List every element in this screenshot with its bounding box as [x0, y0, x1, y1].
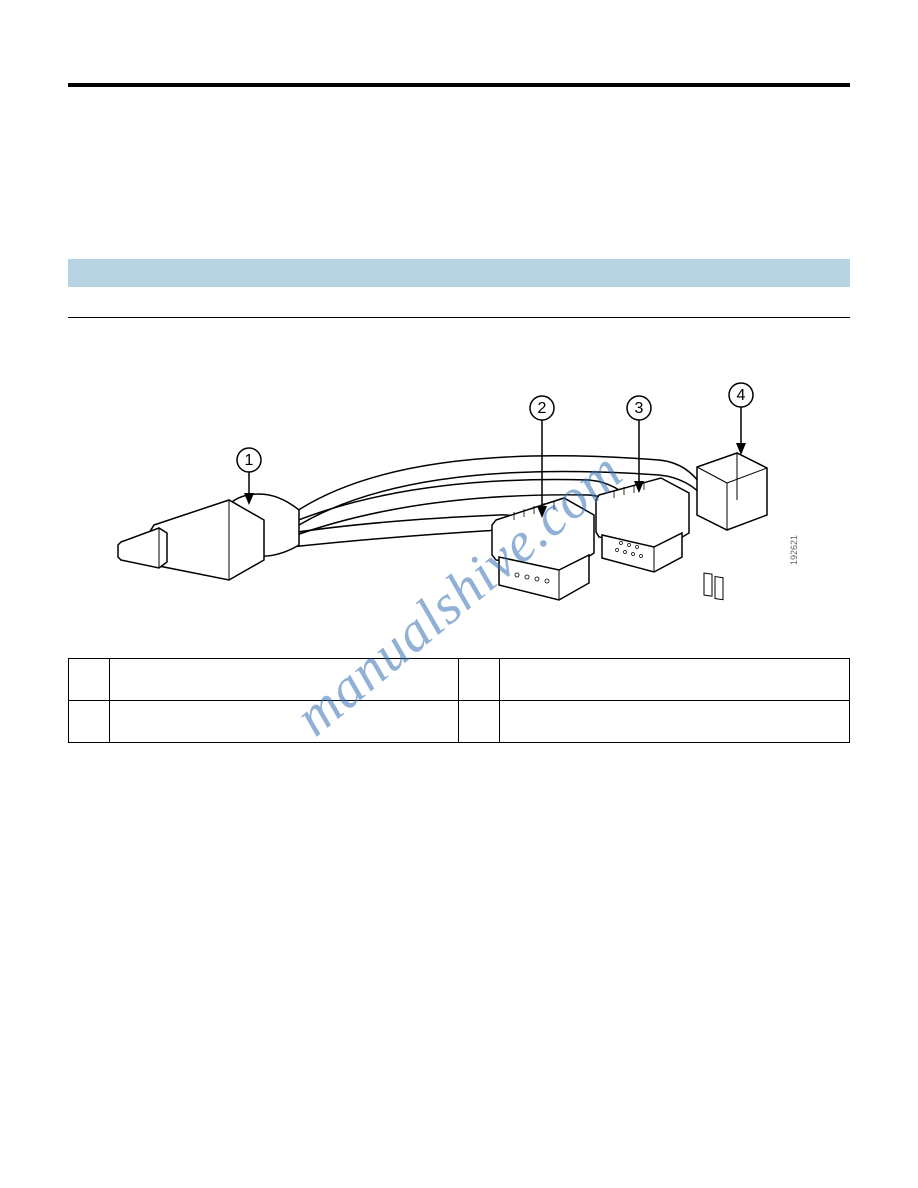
- table-cell-desc: [500, 701, 850, 743]
- callout-2: 2: [530, 396, 554, 518]
- connector-1: [118, 494, 299, 580]
- blue-banner: [68, 259, 850, 287]
- svg-text:1: 1: [245, 452, 254, 469]
- table-cell-num: [459, 701, 500, 743]
- svg-text:3: 3: [635, 400, 644, 417]
- table-cell-num: [69, 701, 110, 743]
- cable-diagram: 1 2 3 4: [99, 365, 819, 645]
- callout-4: 4: [729, 383, 753, 455]
- thin-horizontal-rule: [68, 317, 850, 318]
- connector-3: [596, 478, 689, 572]
- connector-4: [697, 453, 767, 600]
- table-cell-desc: [109, 659, 459, 701]
- table-cell-desc: [109, 701, 459, 743]
- table-cell-num: [459, 659, 500, 701]
- legend-table: [68, 658, 850, 743]
- callout-3: 3: [627, 396, 651, 493]
- svg-text:2: 2: [538, 400, 547, 417]
- table-cell-num: [69, 659, 110, 701]
- image-id: 192621: [789, 535, 799, 565]
- table-row: [69, 701, 850, 743]
- svg-text:4: 4: [737, 387, 746, 404]
- figure-container: 1 2 3 4: [68, 360, 850, 650]
- table-row: [69, 659, 850, 701]
- page-container: 1 2 3 4: [0, 0, 918, 1188]
- top-horizontal-rule: [68, 83, 850, 87]
- table-cell-desc: [500, 659, 850, 701]
